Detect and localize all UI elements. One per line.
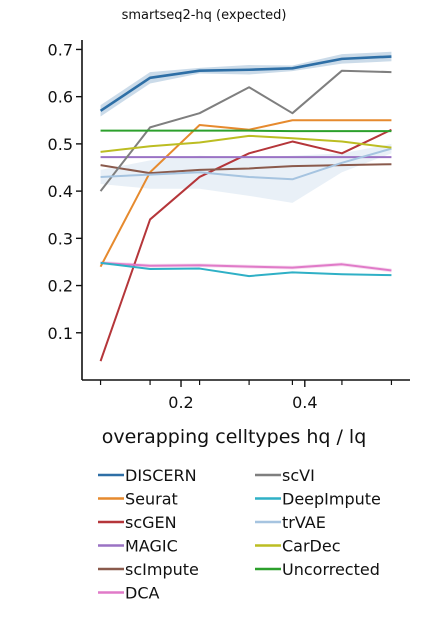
y-tick-label: 0.3 (48, 229, 73, 248)
y-tick-label: 0.4 (48, 182, 73, 201)
band-trvae (100, 143, 392, 203)
legend-label-seurat: Seurat (125, 490, 178, 509)
y-tick-label: 0.7 (48, 40, 73, 59)
axes: 0.1 0.2 0.3 0.4 0.5 0.6 0.7 0.2 0.4 (48, 40, 410, 412)
legend-label-scvi: scVI (282, 466, 315, 485)
legend-label-scgen: scGEN (125, 513, 177, 532)
series-lines (99, 55, 392, 362)
series-line-discern (99, 55, 392, 112)
legend-label-dca: DCA (125, 584, 159, 603)
y-tick-label: 0.5 (48, 135, 73, 154)
chart-title: smartseq2-hq (expected) (122, 8, 287, 23)
legend-label-discern: DISCERN (125, 466, 197, 485)
y-tick-label: 0.2 (48, 277, 73, 296)
legend-label-cardec: CarDec (282, 537, 341, 556)
series-line-deepimpute (100, 261, 392, 278)
series-line-scgen (99, 128, 392, 362)
y-tick-label: 0.1 (48, 324, 73, 343)
legend-label-uncorrected: Uncorrected (282, 560, 380, 579)
x-axis-label: overapping celltypes hq / lq (102, 426, 367, 448)
x-tick-label: 0.4 (292, 393, 317, 412)
legend-label-trvae: trVAE (282, 513, 326, 532)
series-line-dca (100, 261, 392, 272)
series-line-trvae (100, 147, 392, 181)
series-line-scvi (99, 69, 392, 192)
legend-label-scimpute: scImpute (125, 560, 199, 579)
legend-label-magic: MAGIC (125, 537, 178, 556)
series-line-scimpute (100, 163, 392, 175)
legend-label-deepimpute: DeepImpute (282, 490, 381, 509)
band-discern (100, 51, 392, 117)
series-line-cardec (100, 134, 392, 153)
x-tick-label: 0.2 (168, 393, 193, 412)
legend: DISCERN Seurat scGEN MAGIC scImpute DCA scVI De… (98, 466, 381, 603)
y-tick-label: 0.6 (48, 88, 73, 107)
